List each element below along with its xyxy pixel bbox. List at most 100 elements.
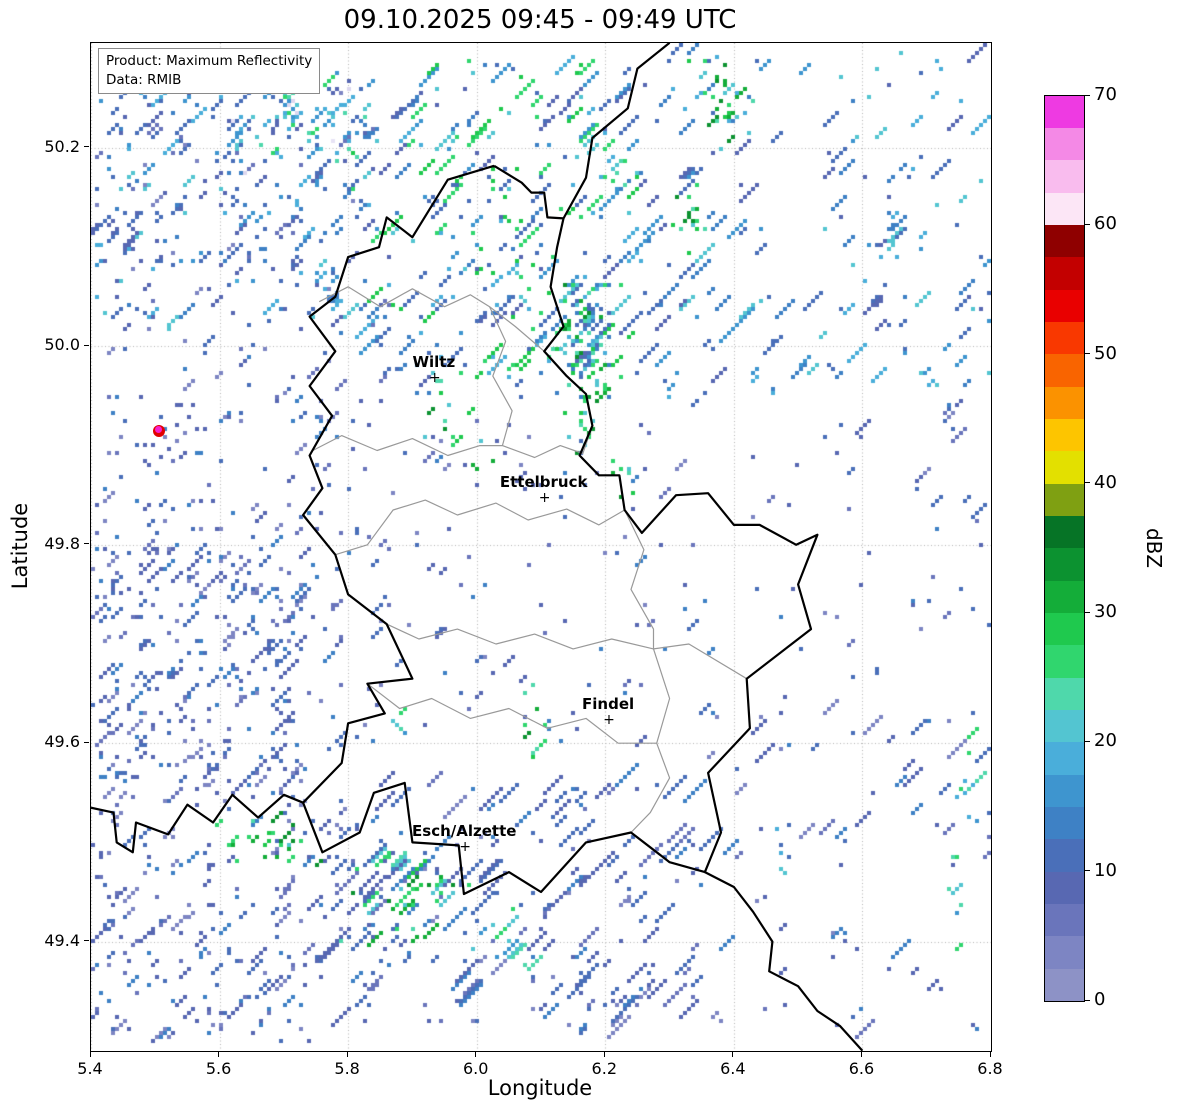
colorbar-tick-mark-3 [1085, 611, 1090, 613]
x-tick-mark-4 [603, 1052, 605, 1057]
colorbar-segment-25 [1045, 160, 1084, 193]
admin-border-1 [489, 306, 513, 446]
y-tick-label-4: 49.4 [44, 930, 80, 950]
city-marker-ettelbruck: + [538, 489, 551, 506]
colorbar-segment-9 [1045, 677, 1084, 711]
colorbar-segment-8 [1045, 710, 1084, 743]
x-tick-mark-3 [475, 1052, 477, 1057]
colorbar-segment-0 [1045, 968, 1084, 1001]
radar-site-marker-core [154, 426, 162, 434]
colorbar-segment-21 [1045, 289, 1084, 323]
product-annotation-box: Product: Maximum Reflectivity Data: RMIB [98, 48, 321, 94]
x-tick-mark-6 [860, 1052, 862, 1057]
colorbar-tick-label-6: 60 [1094, 213, 1117, 235]
colorbar-tick-mark-7 [1085, 94, 1090, 96]
colorbar-segment-4 [1045, 839, 1084, 872]
colorbar-segment-1 [1045, 936, 1084, 969]
colorbar-segment-24 [1045, 192, 1084, 226]
x-tick-label-1: 5.6 [205, 1059, 232, 1078]
colorbar-segment-12 [1045, 580, 1084, 614]
colorbar-segment-27 [1045, 95, 1084, 129]
x-tick-mark-7 [989, 1052, 991, 1057]
city-label-ettelbruck: Ettelbruck [499, 472, 588, 491]
city-label-findel: Findel [582, 695, 635, 714]
y-tick-label-0: 50.2 [44, 136, 80, 156]
data-source-line: Data: RMIB [106, 71, 182, 88]
radar-site-marker [152, 425, 165, 438]
x-tick-label-7: 6.8 [977, 1059, 1003, 1078]
x-axis-label: Longitude [487, 1076, 593, 1100]
city-label-esch-alzette: Esch/Alzette [412, 821, 517, 840]
admin-border-6 [367, 683, 657, 744]
colorbar-segment-20 [1045, 322, 1084, 355]
colorbar-tick-label-0: 0 [1094, 989, 1106, 1010]
colorbar-tick-mark-6 [1085, 223, 1090, 225]
colorbar-segment-10 [1045, 645, 1084, 678]
country-border-1 [562, 43, 671, 219]
colorbar-segment-15 [1045, 483, 1084, 517]
y-tick-mark-1 [84, 344, 89, 346]
y-tick-label-2: 49.8 [44, 533, 80, 553]
colorbar-segment-23 [1045, 225, 1084, 258]
colorbar-tick-label-7: 70 [1094, 84, 1117, 105]
colorbar-segment-13 [1045, 548, 1084, 581]
city-marker-wiltz: + [428, 370, 441, 386]
colorbar-tick-mark-4 [1085, 482, 1090, 484]
colorbar-segment-26 [1045, 128, 1084, 161]
colorbar-segment-22 [1045, 257, 1084, 290]
y-tick-label-3: 49.6 [44, 732, 80, 752]
x-tick-mark-2 [346, 1052, 348, 1057]
colorbar-segment-7 [1045, 742, 1084, 775]
city-marker-esch-alzette: + [459, 838, 471, 855]
colorbar-segment-6 [1045, 774, 1084, 808]
colorbar-tick-label-2: 20 [1094, 730, 1117, 752]
radar-echo-canvas [91, 43, 991, 1051]
product-line: Product: Maximum Reflectivity [106, 53, 313, 69]
x-tick-label-0: 5.4 [77, 1059, 103, 1078]
admin-border-5 [624, 509, 671, 833]
y-tick-mark-4 [84, 940, 89, 942]
x-tick-mark-0 [89, 1052, 91, 1057]
admin-border-3 [335, 499, 625, 556]
plot-area: Product: Maximum Reflectivity Data: RMIB… [90, 42, 992, 1052]
x-tick-label-4: 6.2 [591, 1059, 617, 1078]
admin-border-0 [318, 286, 545, 352]
y-tick-mark-3 [84, 741, 89, 743]
country-border-2 [91, 793, 304, 854]
colorbar-segment-17 [1045, 419, 1084, 452]
colorbar [1044, 95, 1085, 1002]
colorbar-tick-mark-2 [1085, 740, 1090, 742]
colorbar-segment-14 [1045, 516, 1084, 549]
x-tick-mark-5 [732, 1052, 734, 1057]
colorbar-segment-18 [1045, 386, 1084, 420]
colorbar-label: dBZ [1142, 527, 1166, 569]
y-tick-mark-0 [84, 146, 89, 148]
colorbar-segment-5 [1045, 807, 1084, 840]
country-border-3 [704, 871, 864, 1051]
y-tick-mark-2 [84, 543, 89, 545]
x-tick-label-2: 5.8 [334, 1059, 360, 1078]
colorbar-segment-3 [1045, 871, 1084, 905]
x-tick-mark-1 [218, 1052, 220, 1057]
colorbar-tick-mark-5 [1085, 353, 1090, 355]
country-border-overlay [91, 43, 864, 1051]
colorbar-segment-2 [1045, 904, 1084, 937]
city-marker-findel: + [603, 712, 615, 729]
country-border-0 [302, 164, 819, 896]
city-label-wiltz: Wiltz [412, 353, 456, 371]
x-tick-label-6: 6.6 [848, 1059, 875, 1078]
colorbar-segment-16 [1045, 451, 1084, 484]
colorbar-segment-19 [1045, 354, 1084, 387]
colorbar-tick-label-5: 50 [1094, 342, 1117, 364]
figure-title: 09.10.2025 09:45 - 09:49 UTC [343, 5, 737, 35]
colorbar-tick-label-3: 30 [1094, 601, 1117, 623]
admin-border-2 [312, 425, 593, 459]
admin-border-4 [386, 623, 748, 680]
colorbar-tick-mark-1 [1085, 870, 1090, 872]
colorbar-tick-label-4: 40 [1094, 471, 1117, 493]
colorbar-segment-11 [1045, 613, 1084, 646]
x-tick-label-5: 6.4 [720, 1059, 746, 1078]
x-tick-label-3: 6.0 [462, 1059, 489, 1078]
y-tick-label-1: 50.0 [44, 335, 80, 355]
